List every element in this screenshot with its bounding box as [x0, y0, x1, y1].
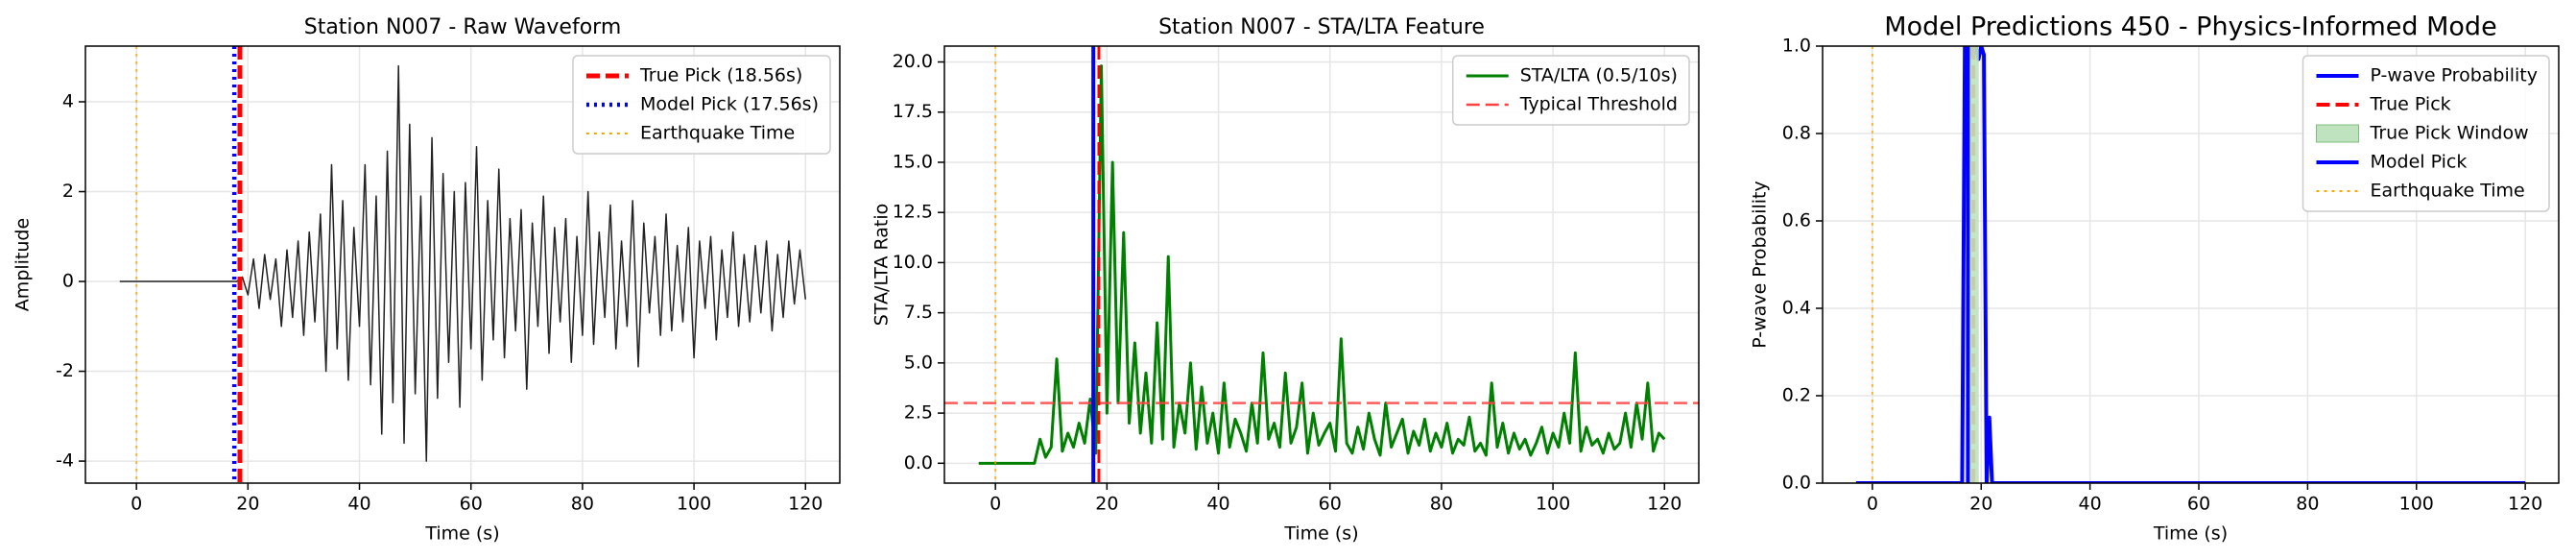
x-tick-label: 20	[1095, 494, 1118, 515]
legend-box	[572, 55, 831, 155]
legend-label: Typical Threshold	[1519, 94, 1678, 115]
x-tick-label: 80	[2296, 494, 2319, 515]
plot-area	[944, 46, 1699, 483]
chart-title: Station N007 - STA/LTA Feature	[1158, 15, 1485, 39]
plot-area	[119, 46, 807, 483]
y-tick-label: 0.4	[1782, 298, 1811, 319]
y-tick-label: 1.0	[1782, 36, 1811, 57]
x-tick-label: 100	[1536, 494, 1570, 515]
y-tick-label: 10.0	[893, 252, 933, 273]
x-tick-label: 100	[677, 494, 711, 515]
chart-title: Station N007 - Raw Waveform	[304, 15, 622, 39]
x-tick-label: 0	[131, 494, 142, 515]
legend: P-wave Probability True Pick True Pick Win…	[2302, 55, 2550, 212]
x-tick-label: 60	[460, 494, 483, 515]
x-tick-label: 60	[2187, 494, 2210, 515]
legend-label: Model Pick (17.56s)	[640, 94, 819, 115]
x-axis-label: Time (s)	[424, 523, 499, 545]
legend-box	[2302, 55, 2550, 212]
y-tick-label: 2	[62, 181, 74, 202]
y-tick-label: 2.5	[904, 402, 933, 424]
legend-label: True Pick Window	[2370, 123, 2529, 144]
legend-label: P-wave Probability	[2371, 65, 2539, 86]
x-tick-label: 40	[2079, 494, 2102, 515]
y-tick-label: 0.0	[904, 452, 933, 474]
y-tick-label: -2	[56, 360, 74, 381]
plot-area	[1855, 46, 2526, 483]
y-tick-label: 12.5	[893, 202, 933, 223]
y-tick-label: 0.0	[1782, 473, 1811, 494]
x-tick-label: 0	[990, 494, 1001, 515]
y-tick-label: 0.8	[1782, 123, 1811, 144]
y-tick-label: 0.2	[1782, 385, 1811, 406]
y-tick-label: 7.5	[904, 302, 933, 323]
x-axis-label: Time (s)	[2153, 523, 2228, 545]
legend: True Pick (18.56s) Model Pick (17.56s) Ear…	[572, 55, 831, 155]
legend-box	[1451, 55, 1690, 126]
y-tick-label: 0.6	[1782, 210, 1811, 231]
axes-frame	[84, 45, 841, 484]
legend-swatch	[2316, 124, 2359, 143]
legend-label: True Pick	[2370, 94, 2451, 115]
y-tick-label: -4	[56, 450, 74, 472]
chart-title: Model Predictions 450 - Physics-Informed…	[1884, 12, 2496, 42]
x-axis-label: Time (s)	[1283, 523, 1358, 545]
x-tick-label: 100	[2399, 494, 2434, 515]
legend: STA/LTA (0.5/10s) Typical Threshold	[1451, 55, 1690, 126]
y-tick-label: 4	[62, 90, 74, 111]
x-tick-label: 120	[2508, 494, 2542, 515]
x-tick-label: 20	[1969, 494, 1992, 515]
y-tick-label: 17.5	[893, 101, 933, 122]
x-tick-label: 80	[1430, 494, 1453, 515]
y-axis-label: STA/LTA Ratio	[871, 204, 893, 327]
y-tick-label: 0	[62, 271, 74, 292]
data-line	[978, 64, 1666, 465]
y-tick-label: 5.0	[904, 352, 933, 373]
x-tick-label: 0	[1867, 494, 1878, 515]
y-axis-label: P-wave Probability	[1750, 181, 1771, 349]
y-tick-label: 20.0	[893, 51, 933, 72]
data-line	[119, 64, 807, 462]
legend-label: Earthquake Time	[640, 123, 795, 144]
y-axis-label: Amplitude	[12, 218, 34, 311]
legend-label: Model Pick	[2371, 152, 2468, 173]
y-tick-label: 15.0	[893, 151, 933, 172]
x-tick-label: 120	[1647, 494, 1682, 515]
span	[1968, 46, 1979, 483]
x-tick-label: 120	[788, 494, 823, 515]
axes-frame	[943, 45, 1700, 484]
x-tick-label: 60	[1319, 494, 1342, 515]
legend-label: Earthquake Time	[2371, 181, 2525, 202]
x-tick-label: 40	[347, 494, 370, 515]
x-tick-label: 80	[571, 494, 594, 515]
legend-label: True Pick (18.56s)	[639, 65, 802, 86]
x-tick-label: 20	[236, 494, 259, 515]
axes-frame	[1822, 45, 2560, 484]
legend-label: STA/LTA (0.5/10s)	[1520, 65, 1678, 86]
x-tick-label: 40	[1206, 494, 1229, 515]
